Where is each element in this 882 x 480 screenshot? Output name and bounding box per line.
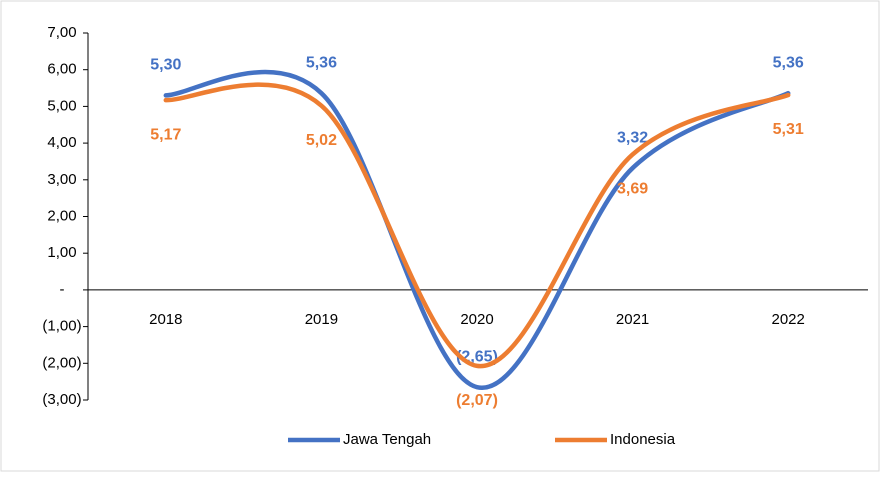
y-tick-label: 3,00 — [47, 171, 76, 188]
data-label: 5,02 — [306, 132, 337, 149]
x-tick-label: 2019 — [305, 311, 338, 328]
y-tick-label: 5,00 — [47, 97, 76, 114]
data-label: 5,31 — [773, 121, 804, 138]
data-label: 3,69 — [617, 181, 648, 198]
legend-label: Indonesia — [610, 431, 676, 448]
x-tick-label: 2018 — [149, 311, 182, 328]
legend-label: Jawa Tengah — [343, 431, 431, 448]
y-tick-label: - — [60, 281, 65, 298]
y-tick-label: (3,00) — [42, 391, 81, 408]
x-tick-label: 2020 — [460, 311, 493, 328]
series-line — [163, 82, 791, 369]
y-tick-label: 7,00 — [47, 24, 76, 41]
y-tick-label: 6,00 — [47, 61, 76, 78]
y-tick-label: 1,00 — [47, 244, 76, 261]
data-label: 3,32 — [617, 129, 648, 146]
x-tick-label: 2022 — [772, 311, 805, 328]
data-label: 5,30 — [150, 57, 181, 74]
y-tick-label: (1,00) — [42, 318, 81, 335]
data-label: 5,17 — [150, 126, 181, 143]
data-label: 5,36 — [773, 54, 804, 71]
series-line — [163, 69, 791, 390]
y-tick-label: (2,00) — [42, 354, 81, 371]
y-tick-label: 4,00 — [47, 134, 76, 151]
x-tick-label: 2021 — [616, 311, 649, 328]
data-label: 5,36 — [306, 54, 337, 71]
data-label: (2,07) — [456, 392, 498, 409]
y-tick-label: 2,00 — [47, 207, 76, 224]
